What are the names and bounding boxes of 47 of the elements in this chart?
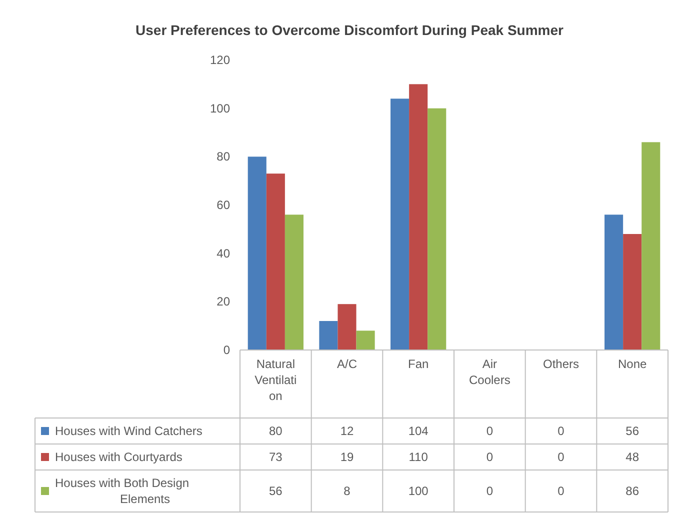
legend-label: Houses with Both Design Elements xyxy=(55,476,190,506)
data-label: 73 xyxy=(268,450,283,464)
x-tick-label: Others xyxy=(542,357,580,371)
y-tick-label: 40 xyxy=(216,246,230,260)
legend-label: Houses with Wind Catchers xyxy=(55,424,202,438)
y-tick-label: 120 xyxy=(210,53,230,67)
y-tick-label: 80 xyxy=(216,150,230,164)
y-tick-label: 0 xyxy=(223,343,230,357)
data-label: 100 xyxy=(408,484,429,498)
y-tick-label: 100 xyxy=(210,101,230,116)
bar xyxy=(356,330,375,350)
data-label: 0 xyxy=(486,424,494,438)
bar xyxy=(338,304,356,350)
bar xyxy=(390,98,410,350)
data-label: 12 xyxy=(340,424,354,438)
bar xyxy=(642,142,660,350)
data-label: 0 xyxy=(486,484,494,498)
data-label: 56 xyxy=(626,424,640,438)
bar xyxy=(248,156,266,350)
data-label: 80 xyxy=(268,424,283,438)
chart-title: User Preferences to Overcome Discomfort During Peak Summer xyxy=(136,22,564,38)
bar xyxy=(319,321,338,350)
y-tick-label: 60 xyxy=(216,198,230,212)
data-label: 0 xyxy=(558,450,565,464)
x-tick-label: A/C xyxy=(336,357,358,371)
bar xyxy=(428,108,446,350)
data-label: 110 xyxy=(408,450,428,464)
x-tick-label: Natural Ventilation xyxy=(254,357,297,403)
y-tick-label: 20 xyxy=(216,294,230,309)
data-label: 56 xyxy=(268,484,283,498)
x-tick-label: Air Coolers xyxy=(468,357,510,387)
bar xyxy=(284,214,304,350)
legend-label: Houses with Courtyards xyxy=(55,450,182,464)
data-label: 0 xyxy=(558,424,565,438)
bar xyxy=(623,234,642,350)
data-label: 0 xyxy=(486,450,494,464)
data-label: 8 xyxy=(344,484,351,498)
x-tick-label: Fan xyxy=(408,357,429,371)
bar xyxy=(409,84,428,350)
data-label: 86 xyxy=(626,484,640,498)
data-label: 104 xyxy=(408,424,429,438)
data-label: 48 xyxy=(626,450,640,464)
x-tick-label: None xyxy=(618,357,648,371)
bar xyxy=(266,174,285,350)
data-label: 0 xyxy=(558,484,565,498)
data-label: 19 xyxy=(340,450,354,464)
bar xyxy=(604,214,624,350)
